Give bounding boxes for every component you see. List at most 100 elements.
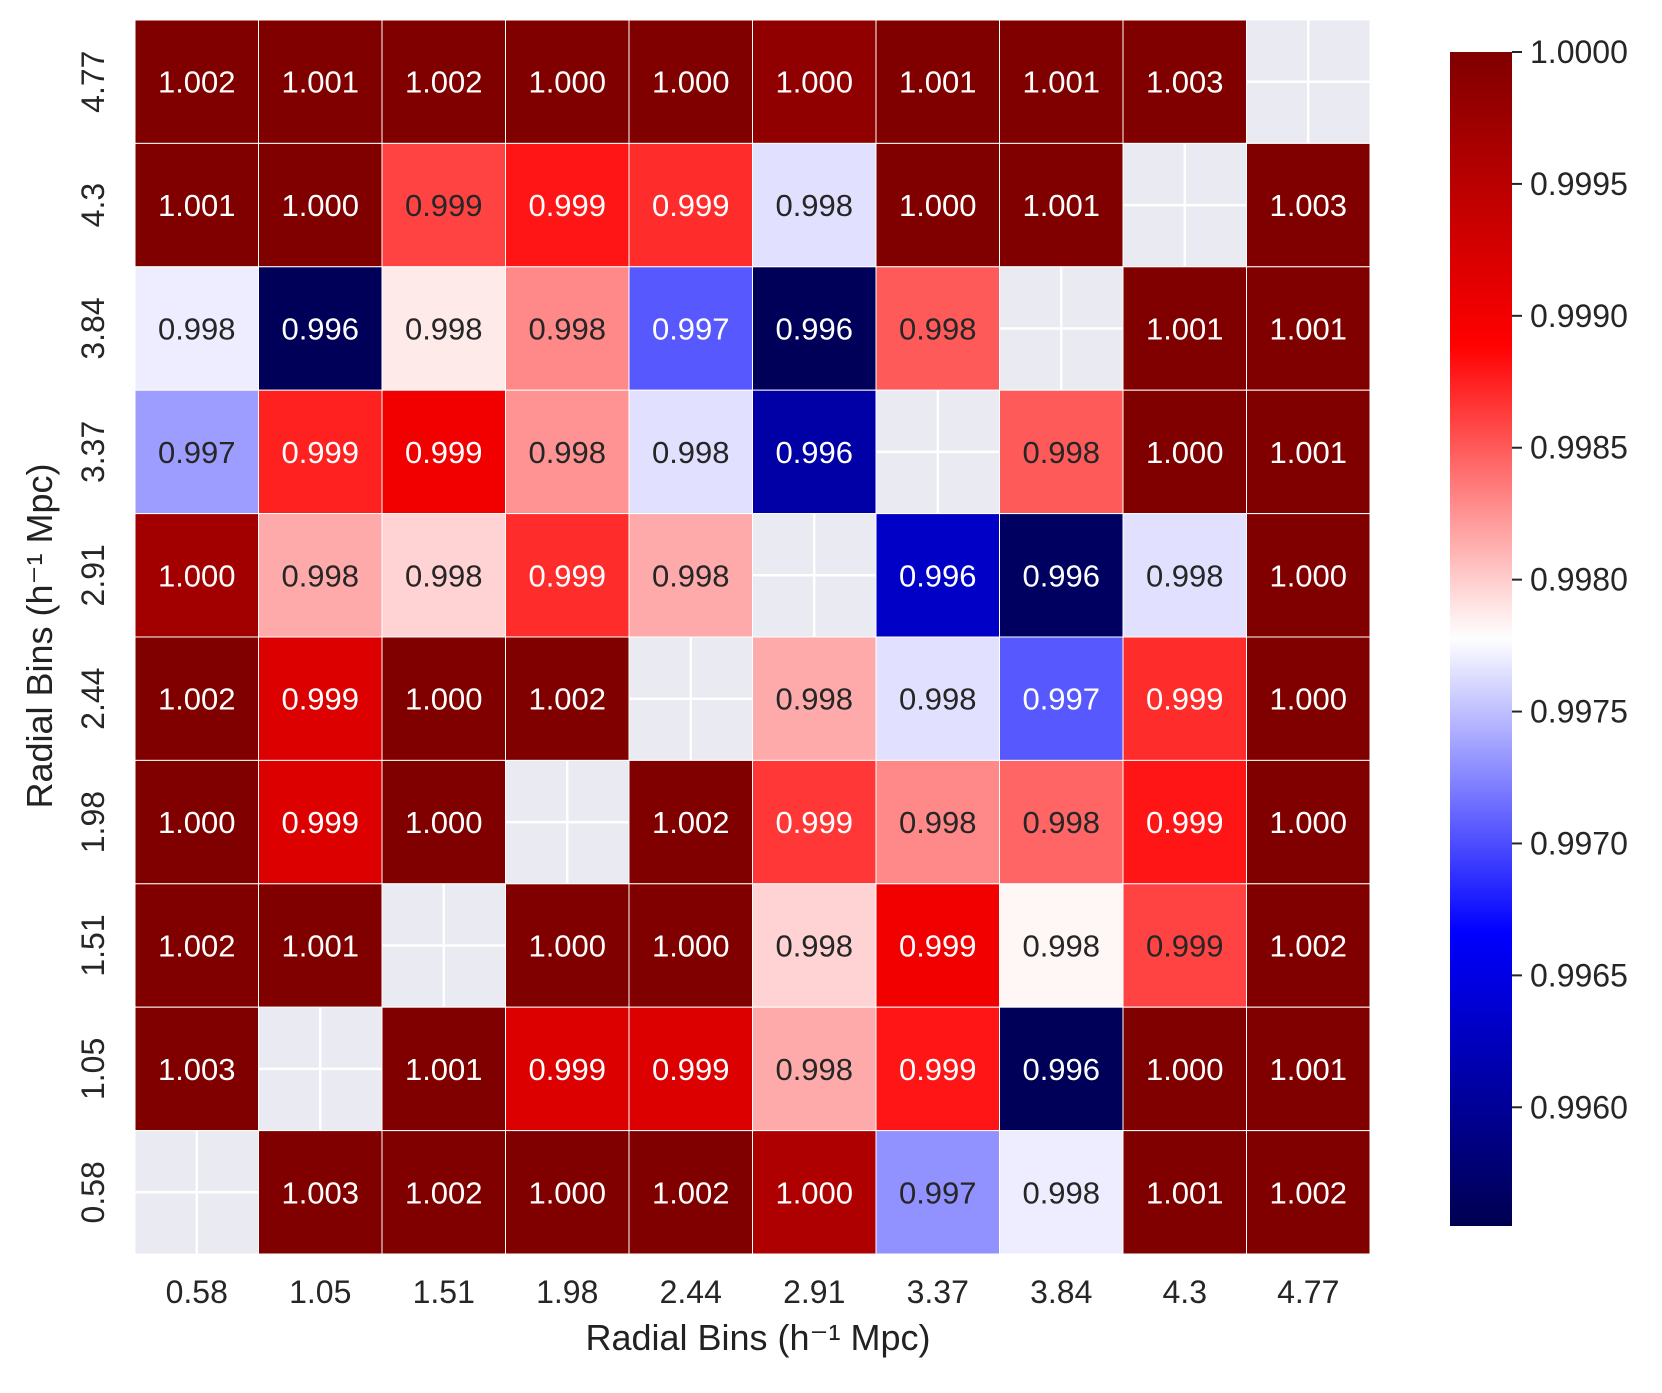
heatmap-cell [875,883,1000,1008]
cell-value: 0.999 [1146,929,1224,964]
heatmap-cell [999,1130,1124,1255]
cell-value: 0.998 [775,1052,853,1087]
cell-value: 0.998 [281,558,359,593]
heatmap-cell [1246,513,1371,638]
cell-value: 0.998 [1022,805,1100,840]
heatmap-cell [999,1006,1124,1132]
x-tick-label: 2.91 [783,1274,845,1310]
cell-value: 0.998 [775,682,853,717]
cell-value: 0.999 [405,435,483,470]
heatmap-cell [752,389,877,515]
heatmap-cell [628,759,753,885]
cell-value: 1.001 [1269,435,1347,470]
heatmap-cell [628,883,753,1008]
colorbar-tick-label: 0.9985 [1530,430,1628,466]
heatmap-cell [752,142,877,268]
cell-value: 0.999 [775,805,853,840]
colorbar-tick-label: 0.9960 [1530,1089,1628,1125]
heatmap-cell [505,513,630,638]
heatmap-cell [381,1006,506,1132]
heatmap-cell [875,759,1000,885]
cell-value: 0.998 [158,312,236,347]
heatmap-cell [381,266,506,391]
heatmap-cell [258,19,383,144]
colorbar-tick-labels: 1.0000 0.9995 0.9990 0.9985 0.9980 0.9975 0.99… [1512,34,1628,1125]
cell-value: 0.999 [528,558,606,593]
heatmap-cell [1246,142,1371,268]
cell-value: 0.999 [899,929,977,964]
cell-value: 0.998 [775,188,853,223]
cell-value: 1.000 [158,805,236,840]
cell-value: 1.003 [1146,65,1224,100]
cell-value: 1.003 [1269,188,1347,223]
heatmap-cell [1246,389,1371,515]
cell-value: 0.999 [1146,805,1224,840]
x-tick-label: 3.84 [1030,1274,1092,1310]
y-tick-label: 1.05 [75,1038,111,1100]
heatmap-cell [381,1130,506,1255]
cell-value: 0.997 [652,312,730,347]
cell-value: 0.997 [158,435,236,470]
colorbar-tick-label: 0.9975 [1530,694,1628,730]
heatmap-cell [1246,266,1371,391]
cell-value: 1.000 [281,188,359,223]
x-tick-label: 2.44 [660,1274,722,1310]
cell-value: 1.003 [158,1052,236,1087]
cell-value: 0.999 [652,1052,730,1087]
cell-value: 0.999 [405,188,483,223]
heatmap-cell [628,142,753,268]
heatmap-cell [258,636,383,761]
heatmap-cell [752,1130,877,1255]
cell-value: 0.998 [528,312,606,347]
cell-value: 1.001 [158,188,236,223]
cell-value: 0.996 [899,558,977,593]
heatmap-cell [999,142,1124,268]
y-axis-label: Radial Bins (h⁻¹ Mpc) [19,463,60,808]
x-tick-label: 1.51 [413,1274,475,1310]
x-tick-label: 1.98 [536,1274,598,1310]
cell-value: 0.999 [281,435,359,470]
cell-value: 0.999 [281,682,359,717]
cell-value: 0.999 [281,805,359,840]
heatmap-cell [1122,513,1247,638]
x-tick-label: 4.3 [1163,1274,1207,1310]
heatmap-cell [628,389,753,515]
cell-value: 0.996 [775,435,853,470]
y-axis-tick-labels: 4.77 4.3 3.84 3.37 2.91 2.44 1.98 1.51 1.05 0.58 [75,51,111,1224]
x-tick-label: 0.58 [166,1274,228,1310]
cell-value: 1.001 [1146,1175,1224,1210]
cell-value: 1.000 [528,65,606,100]
heatmap-cell [505,636,630,761]
heatmap-cell [381,389,506,515]
cell-value: 1.000 [775,1175,853,1210]
cell-value: 0.998 [899,805,977,840]
cell-value: 1.000 [528,929,606,964]
cell-value: 1.000 [652,929,730,964]
cell-value: 1.002 [1269,1175,1347,1210]
heatmap-cell [999,513,1124,638]
heatmap-cell [505,1130,630,1255]
cell-value: 1.001 [281,65,359,100]
cell-value: 1.001 [1022,65,1100,100]
heatmap-cell [258,389,383,515]
heatmap-cell [628,19,753,144]
cell-value: 0.996 [1022,558,1100,593]
cell-value: 0.998 [1146,558,1224,593]
heatmap-cell [1246,1130,1371,1255]
cell-value: 1.002 [158,682,236,717]
cell-value: 1.000 [405,805,483,840]
colorbar-tick-label: 0.9965 [1530,957,1628,993]
cell-value: 1.000 [528,1175,606,1210]
cell-value: 0.998 [528,435,606,470]
y-tick-label: 1.98 [75,791,111,853]
heatmap-cell [505,883,630,1008]
cell-value: 1.001 [405,1052,483,1087]
cell-value: 1.000 [1269,558,1347,593]
y-tick-label: 4.77 [75,51,111,113]
cell-value: 1.002 [405,65,483,100]
colorbar-tick-label: 0.9980 [1530,562,1628,598]
heatmap-cell [875,636,1000,761]
heatmap-cell [381,19,506,144]
y-tick-label: 0.58 [75,1161,111,1223]
